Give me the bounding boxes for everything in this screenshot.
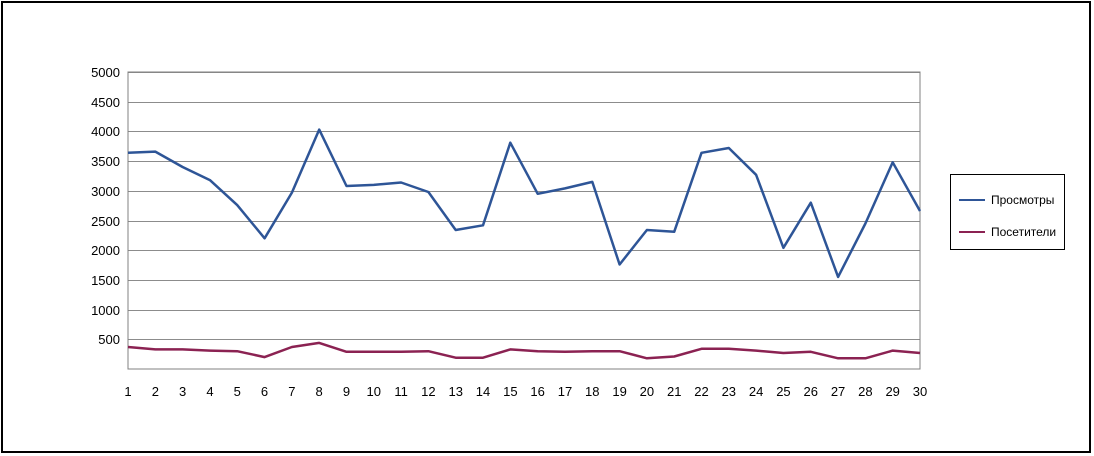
x-tick-label: 5 [234,384,241,399]
y-tick-label: 1500 [91,273,120,288]
x-tick-label: 13 [448,384,462,399]
x-tick-label: 20 [640,384,654,399]
x-tick-label: 11 [394,384,408,399]
y-tick-label: 2000 [91,243,120,258]
x-tick-label: 15 [503,384,517,399]
x-tick-label: 28 [858,384,872,399]
x-tick-label: 6 [261,384,268,399]
y-tick-label: 3500 [91,154,120,169]
x-tick-label: 10 [367,384,381,399]
y-tick-label: 2500 [91,214,120,229]
x-tick-label: 9 [343,384,350,399]
x-tick-label: 2 [152,384,159,399]
x-tick-label: 4 [206,384,213,399]
series-line-2 [127,341,921,360]
x-tick-label: 19 [612,384,626,399]
x-tick-label: 22 [694,384,708,399]
legend-label-series-1: Просмотры [991,193,1055,207]
x-tick-label: 29 [885,384,899,399]
series-lines [127,128,922,360]
series-line-1 [127,128,922,279]
y-tick-label: 4500 [91,95,120,110]
legend-swatch-series-1 [959,199,985,201]
plot-area [127,71,921,370]
legend-item-series-1: Просмотры [959,193,1054,207]
x-tick-label: 26 [804,384,818,399]
tick-labels: 500 1000 1500 2000 2500 3000 3500 4000 4500 5000 1… [91,65,927,399]
y-tick-label: 4000 [91,124,120,139]
legend-swatch-series-2 [959,231,985,233]
x-tick-label: 21 [667,384,681,399]
legend-item-series-2: Посетители [959,225,1056,239]
x-tick-label: 23 [722,384,736,399]
x-tick-label: 14 [476,384,490,399]
gridlines [128,72,920,340]
x-tick-label: 3 [179,384,186,399]
y-tick-label: 1000 [91,303,120,318]
x-tick-label: 18 [585,384,599,399]
y-tick-label: 3000 [91,184,120,199]
x-tick-label: 12 [421,384,435,399]
x-tick-label: 16 [530,384,544,399]
y-tick-label: 5000 [91,65,120,80]
axes [127,71,921,370]
x-tick-label: 8 [316,384,323,399]
y-tick-label: 500 [98,332,120,347]
x-tick-label: 17 [558,384,572,399]
x-tick-label: 25 [776,384,790,399]
x-tick-label: 1 [124,384,131,399]
legend: Просмотры Посетители [950,174,1065,250]
x-tick-label: 27 [831,384,845,399]
x-tick-label: 7 [288,384,295,399]
x-tick-label: 30 [913,384,927,399]
x-tick-label: 24 [749,384,763,399]
legend-label-series-2: Посетители [991,225,1057,239]
